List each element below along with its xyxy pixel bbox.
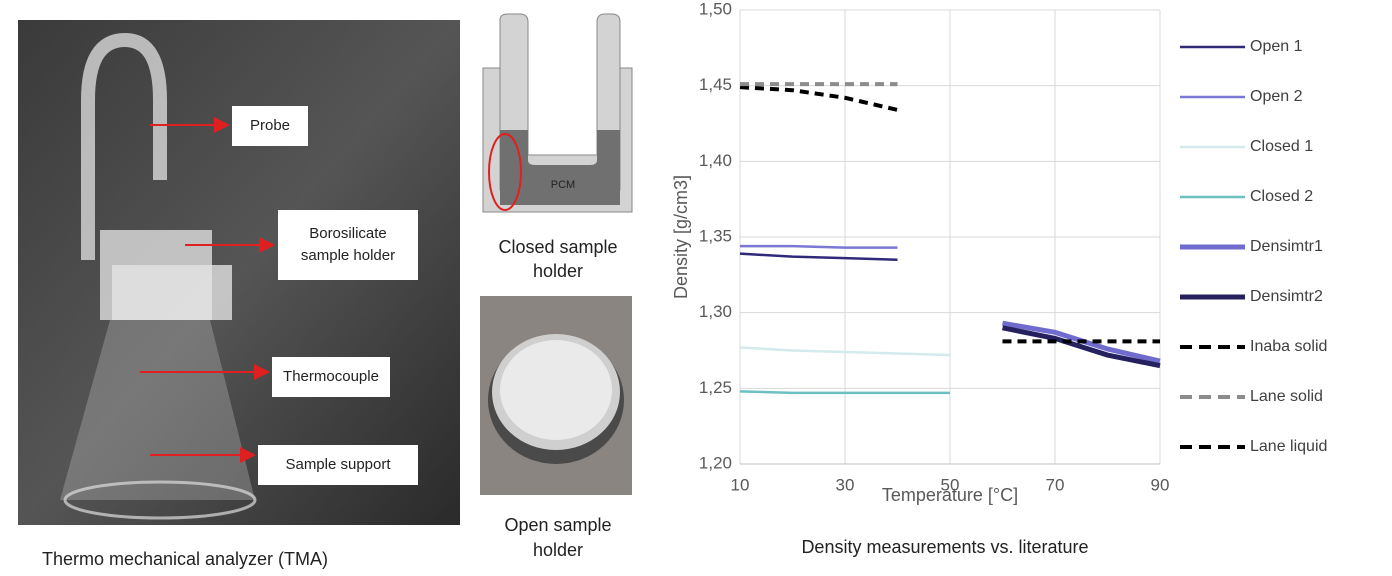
x-tick-label: 30 xyxy=(836,475,855,494)
callout-label: Borosilicate xyxy=(309,225,387,242)
series-line xyxy=(739,252,898,261)
series-line xyxy=(739,390,950,395)
legend-label: Closed 2 xyxy=(1250,188,1313,205)
caption: Thermo mechanical analyzer (TMA) xyxy=(42,549,328,569)
caption: holder xyxy=(533,540,583,560)
callout-label: Sample support xyxy=(285,456,391,473)
legend-label: Open 1 xyxy=(1250,38,1303,55)
callout-label: Probe xyxy=(250,117,290,134)
caption: holder xyxy=(533,261,583,281)
legend-label: Inaba solid xyxy=(1250,338,1327,355)
x-tick-label: 50 xyxy=(941,475,960,494)
series-line xyxy=(739,346,951,357)
x-tick-label: 90 xyxy=(1151,475,1170,494)
y-tick-label: 1,45 xyxy=(699,75,732,94)
closed-holder-diagram: PCM xyxy=(482,13,633,213)
tma-callouts: Probe Borosilicate sample holder Thermoc… xyxy=(140,106,418,485)
series-line xyxy=(739,85,898,112)
open-holder-photo xyxy=(480,296,632,495)
legend-label: Densimtr2 xyxy=(1250,288,1323,305)
y-tick-label: 1,25 xyxy=(699,378,732,397)
legend-label: Lane solid xyxy=(1250,388,1323,405)
series-line xyxy=(740,244,898,249)
x-axis-title: Temperature [°C] xyxy=(882,485,1018,505)
series-line xyxy=(1002,325,1161,369)
y-tick-label: 1,50 xyxy=(699,0,732,18)
diagram-label: PCM xyxy=(551,179,575,191)
y-tick-label: 1,30 xyxy=(699,302,732,321)
y-tick-label: 1,20 xyxy=(699,453,732,472)
y-axis-title: Density [g/cm3] xyxy=(671,175,691,299)
y-tick-label: 1,40 xyxy=(699,151,732,170)
x-tick-label: 70 xyxy=(1046,475,1065,494)
x-tick-label: 10 xyxy=(731,475,750,494)
legend-label: Closed 1 xyxy=(1250,138,1313,155)
chart-title: Density measurements vs. literature xyxy=(801,537,1088,557)
legend-label: Open 2 xyxy=(1250,88,1303,105)
legend-label: Lane liquid xyxy=(1250,438,1327,455)
caption: Open sample xyxy=(504,515,611,535)
legend-label: Densimtr1 xyxy=(1250,238,1323,255)
caption: Closed sample xyxy=(498,237,617,257)
callout-label: sample holder xyxy=(301,247,395,264)
y-tick-label: 1,35 xyxy=(699,226,732,245)
callout-label: Thermocouple xyxy=(283,368,379,385)
